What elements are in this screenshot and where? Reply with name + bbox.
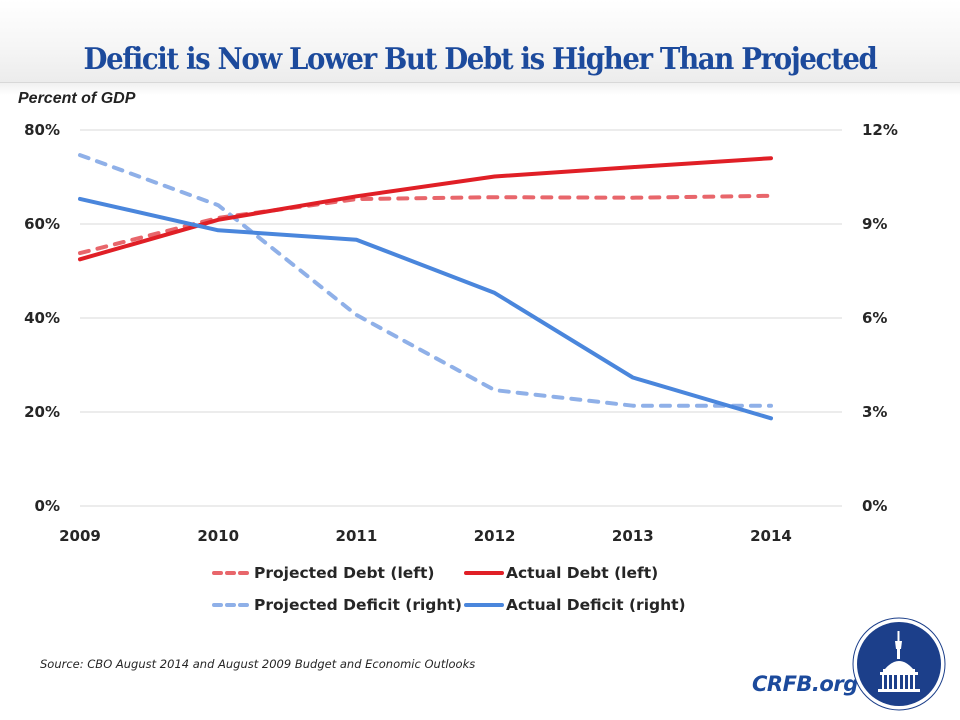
legend-swatch-actual-deficit (464, 603, 504, 607)
header-shadow (0, 83, 960, 95)
header-band (0, 0, 960, 83)
series-line-actual-debt-left (78, 156, 773, 262)
right-axis-tick-label: 12% (862, 121, 898, 139)
source-note: Source: CBO August 2014 and August 2009 … (40, 657, 476, 671)
legend-item-projected-debt: Projected Debt (left) (212, 561, 435, 585)
x-axis-tick-label: 2011 (336, 527, 378, 545)
x-axis-tick-label: 2010 (197, 527, 239, 545)
right-axis-tick-label: 9% (862, 215, 887, 233)
legend-label: Actual Deficit (right) (506, 596, 686, 614)
left-axis-tick-label: 60% (24, 215, 60, 233)
capitol-dome-icon (852, 617, 946, 711)
series-line-projected-deficit-right (78, 153, 773, 408)
right-axis-ticks: 0% 3% 6% 9% 12% (862, 121, 898, 515)
y-axis-unit-label: Percent of GDP (18, 90, 136, 107)
left-axis-tick-label: 20% (24, 403, 60, 421)
legend-item-actual-debt: Actual Debt (left) (464, 561, 658, 585)
series-line-actual-deficit-right (78, 196, 773, 421)
brand-link[interactable]: CRFB.org (752, 672, 858, 696)
legend-swatch-projected-debt (212, 571, 252, 575)
left-axis-tick-label: 80% (24, 121, 60, 139)
legend-label: Actual Debt (left) (506, 564, 659, 582)
right-axis-tick-label: 3% (862, 403, 887, 421)
x-axis-ticks: 2009 2010 2011 2012 2013 2014 (59, 527, 792, 545)
legend-label: Projected Debt (left) (254, 564, 435, 582)
legend-item-actual-deficit: Actual Deficit (right) (464, 593, 686, 617)
x-axis-tick-label: 2009 (59, 527, 101, 545)
legend-swatch-actual-debt (464, 571, 504, 575)
x-axis-tick-label: 2014 (750, 527, 792, 545)
x-axis-tick-label: 2013 (612, 527, 654, 545)
series-lines (78, 153, 773, 421)
right-axis-tick-label: 6% (862, 309, 887, 327)
left-axis-ticks: 0% 20% 40% 60% 80% (24, 121, 60, 515)
left-axis-tick-label: 0% (35, 497, 60, 515)
chart-title: Deficit is Now Lower But Debt is Higher … (83, 42, 878, 77)
legend-swatch-projected-deficit (212, 603, 252, 607)
gridlines (80, 129, 842, 507)
legend-label: Projected Deficit (right) (254, 596, 462, 614)
legend-item-projected-deficit: Projected Deficit (right) (212, 593, 462, 617)
line-chart: 0%20%40%60%80% 0%3%6%9%12% 2009 2010 2011 2… (24, 121, 898, 545)
left-axis-tick-label: 40% (24, 309, 60, 327)
x-axis-tick-label: 2012 (474, 527, 516, 545)
right-axis-tick-label: 0% (862, 497, 887, 515)
